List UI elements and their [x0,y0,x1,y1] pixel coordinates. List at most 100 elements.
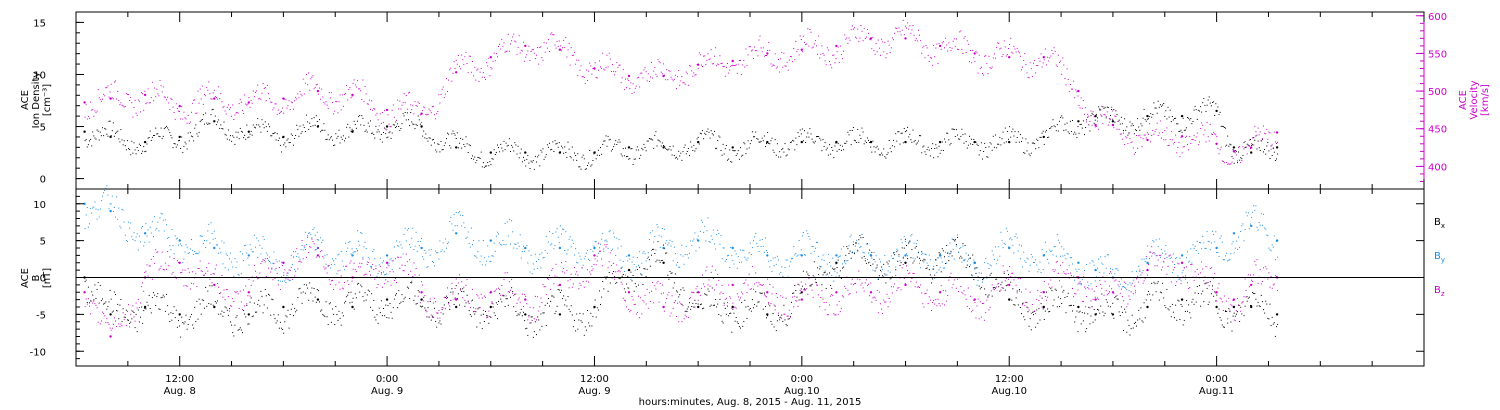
by-trace-dot [1015,233,1017,235]
ion-density-trace-dot [826,147,828,149]
by-trace-dot [1255,205,1257,207]
bx-trace-dot [1118,311,1120,313]
velocity-trace-dot [1043,59,1045,61]
velocity-trace-dot [110,83,112,85]
bz-trace-dot [260,263,262,265]
bx-trace-dot [1105,299,1107,301]
velocity-trace-dot [473,75,475,77]
by-trace-dot [1145,258,1147,260]
ion-density-trace-dot [309,122,311,124]
bx-trace-dot [355,297,357,299]
bx-trace-dot [1013,304,1015,305]
ion-density-trace-dot [84,140,86,142]
ion-density-trace-dot [1257,140,1259,142]
velocity-trace-dot [1182,146,1184,148]
velocity-trace-dot [613,71,615,72]
by-trace-dot [321,242,323,244]
bx-trace-dot [718,314,720,315]
velocity-trace-dot [750,50,752,52]
ion-density-trace-dot [291,134,293,136]
by-point [109,209,112,213]
ion-density-trace-dot [497,144,498,146]
ion-density-trace-dot [682,151,684,153]
by-trace-dot [210,222,212,224]
by-trace-dot [1237,248,1238,250]
by-trace-dot [409,244,411,246]
bz-trace-dot [265,276,267,278]
by-trace-dot [1162,252,1164,254]
ion-density-trace-dot [402,113,404,115]
by-trace-dot [1093,264,1095,266]
ion-density-trace-dot [502,150,504,152]
velocity-trace-dot [784,65,786,67]
bz-trace-dot [299,260,301,262]
ion-density-trace-dot [1132,125,1134,126]
bx-trace-dot [1003,272,1005,274]
velocity-point [1215,142,1218,145]
by-trace-dot [1146,245,1148,247]
bx-trace-dot [1205,282,1207,284]
bz-trace-dot [104,315,106,317]
ion-density-trace-dot [904,131,906,133]
by-trace-dot [391,269,393,271]
ion-density-trace-dot [307,121,309,123]
bx-trace-dot [383,308,384,309]
bx-trace-dot [525,328,527,330]
bx-trace-dot [1129,334,1131,336]
bx-trace-dot [270,314,272,316]
velocity-trace-dot [1090,110,1092,112]
velocity-trace-dot [1213,131,1215,133]
velocity-trace-dot [1015,51,1017,53]
bz-trace-dot [247,295,249,297]
by-trace-dot [425,252,427,254]
ion-density-trace-dot [603,140,605,142]
bx-trace-dot [970,257,971,259]
bx-trace-dot [755,291,757,293]
by-trace-dot [859,247,861,248]
ion-density-trace-dot [113,135,115,137]
velocity-trace-dot [888,44,890,46]
by-trace-dot [694,232,696,234]
velocity-trace-dot [1190,142,1192,144]
ion-density-trace-dot [199,121,201,123]
ion-density-trace-dot [529,168,531,169]
velocity-trace-dot [348,89,350,91]
bx-trace-dot [483,321,485,322]
bz-trace-dot [351,280,353,282]
ion-density-trace-dot [1143,108,1145,110]
bz-trace-dot [479,307,481,309]
velocity-trace-dot [1146,132,1148,134]
bx-trace-dot [823,272,825,274]
ion-density-trace-dot [973,139,975,140]
by-trace-dot [250,248,252,250]
by-trace-dot [194,251,196,252]
bx-trace-dot [818,274,820,276]
velocity-trace-dot [623,89,625,91]
velocity-trace-dot [1161,137,1162,139]
ion-density-trace-dot [239,127,241,129]
bx-trace-dot [1069,304,1071,306]
bx-trace-dot [386,317,388,318]
ion-density-trace-dot [897,131,899,133]
by-trace-dot [413,249,415,250]
ion-density-trace-dot [1253,137,1255,139]
by-trace-dot [1072,263,1073,265]
velocity-trace-dot [472,61,473,62]
ion-density-trace-dot [399,129,401,131]
bz-trace-dot [206,267,208,269]
ion-density-trace-dot [225,134,227,136]
ion-density-trace-dot [1216,110,1218,112]
by-point [731,246,734,250]
velocity-trace-dot [809,29,811,30]
bx-trace-dot [441,309,443,311]
bx-trace-dot [950,250,952,252]
bz-trace-dot [250,284,252,286]
by-trace-dot [1099,271,1101,273]
by-trace-dot [120,227,122,229]
bz-trace-dot [419,302,421,304]
ion-density-trace-dot [1048,136,1050,138]
velocity-trace-dot [1036,65,1038,66]
velocity-trace-dot [731,65,733,66]
velocity-trace-dot [983,74,985,76]
by-trace-dot [1125,283,1127,284]
